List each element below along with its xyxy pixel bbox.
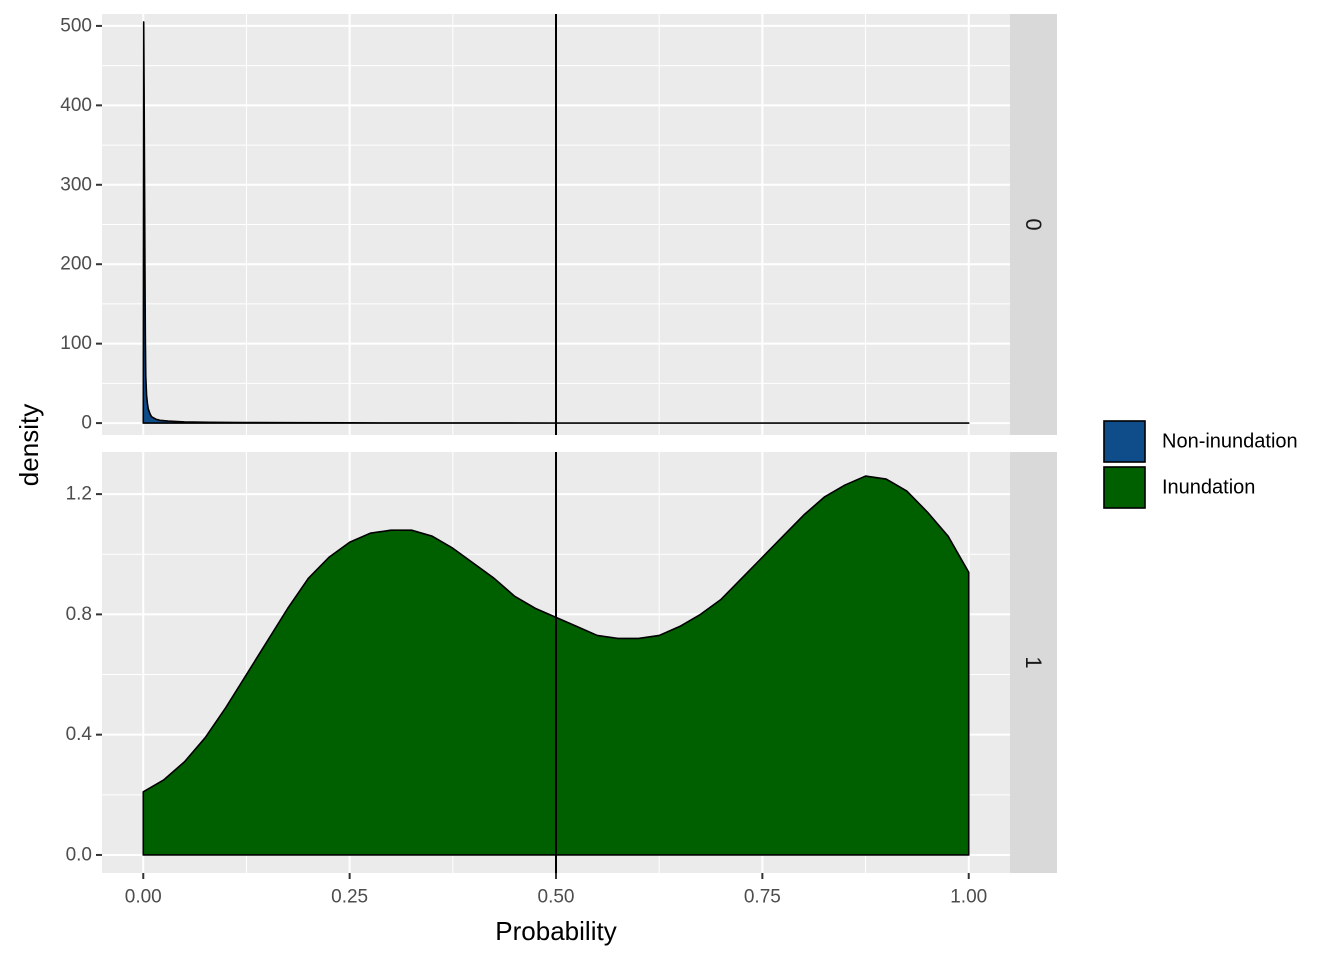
facet-strip (1010, 452, 1057, 873)
y-tick-label: 400 (60, 95, 92, 116)
panel-1: 1 (102, 452, 1057, 873)
panel-0: 0 (102, 14, 1057, 435)
x-tick-label: 0.75 (744, 887, 781, 908)
y-tick-label: 0.4 (66, 724, 93, 745)
density-area-non-inundation (142, 21, 970, 424)
legend: Non-inundation Inundation (1103, 420, 1298, 509)
x-tick-label: 1.00 (950, 887, 987, 908)
legend-label: Inundation (1162, 477, 1255, 499)
x-tick-label: 0.25 (331, 887, 368, 908)
x-tick-label: 0.00 (125, 887, 162, 908)
y-tick-label: 0.0 (66, 844, 92, 865)
facet-strip-label: 1 (1021, 656, 1046, 668)
y-tick-label: 200 (60, 254, 92, 275)
legend-label: Non-inundation (1162, 431, 1298, 453)
legend-key-swatch (1103, 420, 1146, 463)
y-tick-label: 100 (60, 333, 92, 354)
panels-layer: 01 (102, 14, 1057, 873)
y-tick-label: 1.2 (66, 484, 92, 505)
y-axis-title: density (14, 404, 44, 486)
facet-strip (1010, 14, 1057, 435)
y-tick-label: 0 (81, 413, 92, 434)
y-tick-label: 300 (60, 174, 92, 195)
x-tick-label: 0.50 (538, 887, 575, 908)
x-axis-title: Probability (495, 916, 616, 946)
y-tick-label: 0.8 (66, 604, 92, 625)
facet-strip-label: 0 (1021, 218, 1046, 230)
axis-layer: 0 100 200 300 400 500 0.0 0.4 0.8 1.2 0.00 0.25 0.50… (60, 15, 987, 907)
legend-key-swatch (1103, 466, 1146, 509)
y-tick-label: 500 (60, 15, 92, 36)
